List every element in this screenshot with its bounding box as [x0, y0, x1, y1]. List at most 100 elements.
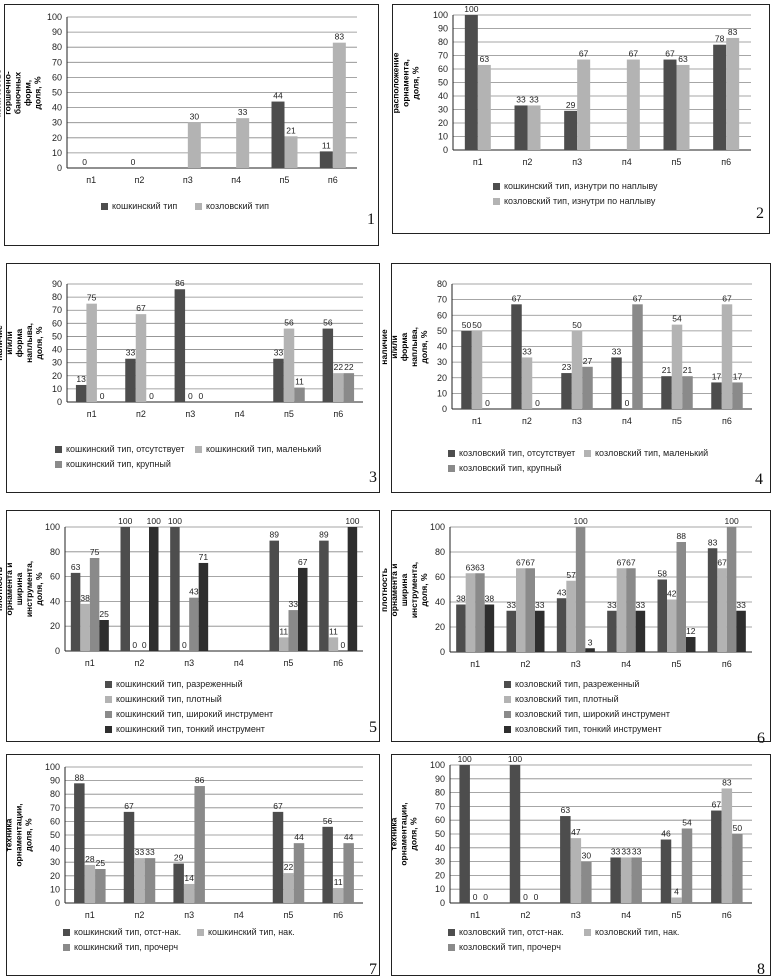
- x-tick-label: п6: [328, 175, 338, 185]
- bar: [732, 834, 743, 903]
- x-tick-label: п2: [522, 416, 532, 426]
- legend-item: козловский тип, тонкий инструмент: [504, 724, 662, 734]
- data-label: 100: [573, 516, 587, 526]
- x-tick-label: п5: [284, 409, 294, 419]
- bar: [70, 572, 81, 651]
- bar: [626, 59, 640, 150]
- bar: [577, 59, 591, 150]
- bar: [273, 358, 284, 402]
- bar: [464, 15, 478, 150]
- chart-panel-3: 0 10 20 30 40 50 60 70 80 90 п1 13 75 0 п2 33 67 0 п3 86 0 0 п…: [0, 263, 380, 493]
- legend-label: козловский тип: [206, 201, 270, 211]
- panel-number: 1: [367, 211, 375, 228]
- bar: [556, 598, 567, 652]
- data-label: 33: [612, 346, 622, 356]
- y-tick-label: 40: [50, 844, 60, 854]
- bar: [484, 604, 495, 652]
- y-tick-label: 60: [52, 318, 62, 328]
- y-tick-label: 30: [435, 857, 445, 867]
- bar: [667, 599, 677, 652]
- y-tick-label: 0: [443, 145, 448, 155]
- data-label: 0: [535, 398, 540, 408]
- legend-item: кошкинский тип, разреженный: [105, 679, 243, 689]
- x-tick-label: п2: [135, 658, 145, 668]
- y-tick-label: 50: [438, 78, 448, 88]
- x-tick-label: п5: [672, 659, 682, 669]
- legend-swatch: [55, 460, 62, 468]
- data-label: 4: [674, 886, 679, 896]
- legend-item: козловский тип, маленький: [584, 448, 708, 458]
- data-label: 100: [464, 5, 478, 14]
- x-tick-label: п5: [280, 175, 290, 185]
- y-tick-label: 80: [435, 547, 445, 557]
- y-axis-label: плотность орнамента и ширина инструмента…: [379, 527, 429, 652]
- x-tick-label: п6: [722, 910, 732, 920]
- bar: [564, 110, 578, 150]
- data-label: 21: [286, 125, 296, 135]
- legend-label: козловский тип, отст-нак.: [459, 927, 564, 937]
- y-tick-label: 90: [50, 776, 60, 786]
- x-tick-label: п5: [284, 910, 294, 920]
- y-tick-label: 40: [435, 597, 445, 607]
- legend-label: кошкинский тип, прочерч: [74, 942, 179, 952]
- data-label: 67: [626, 557, 636, 567]
- bar: [616, 568, 627, 652]
- y-tick-label: 70: [438, 51, 448, 61]
- data-label: 67: [722, 293, 732, 303]
- legend-swatch: [105, 725, 112, 733]
- data-label: 23: [562, 362, 572, 372]
- y-tick-label: 20: [50, 621, 60, 631]
- bar: [521, 357, 533, 409]
- legend-label: козловский тип, маленький: [595, 448, 709, 458]
- bar: [721, 788, 733, 903]
- data-label: 33: [611, 846, 621, 856]
- y-tick-label: 70: [435, 801, 445, 811]
- data-label: 33: [736, 600, 746, 610]
- x-tick-label: п3: [571, 659, 581, 669]
- y-tick-label: 50: [435, 829, 445, 839]
- x-tick-label: п2: [135, 910, 145, 920]
- legend-item: козловский тип, широкий инструмент: [504, 709, 670, 719]
- bar: [525, 568, 535, 652]
- y-tick-label: 20: [435, 622, 445, 632]
- y-tick-label: 0: [55, 898, 60, 908]
- y-tick-label: 30: [52, 118, 62, 128]
- data-label: 28: [85, 854, 95, 864]
- x-tick-label: п4: [231, 175, 241, 185]
- data-label: 83: [728, 27, 738, 37]
- y-tick-label: 100: [45, 762, 60, 772]
- y-tick-label: 80: [52, 42, 62, 52]
- y-tick-label: 100: [430, 522, 445, 532]
- bar: [671, 324, 683, 409]
- data-label: 57: [566, 570, 576, 580]
- bar: [125, 358, 136, 402]
- bar: [99, 620, 109, 651]
- legend-swatch: [105, 680, 112, 688]
- data-label: 0: [131, 157, 136, 167]
- y-tick-label: 0: [440, 898, 445, 908]
- legend-swatch: [101, 202, 108, 210]
- bar: [635, 610, 646, 652]
- chart-svg-7: 0 10 20 30 40 50 60 70 80 90 100 п1 88 28 25 п2 67 33 33 п3…: [45, 762, 363, 920]
- data-label: 25: [99, 609, 109, 619]
- x-tick-label: п4: [234, 910, 244, 920]
- y-tick-label: 100: [433, 10, 448, 20]
- x-tick-label: п4: [621, 659, 631, 669]
- legend-item: кошкинский тип, тонкий инструмент: [105, 724, 265, 734]
- bar: [89, 558, 100, 651]
- data-label: 67: [298, 557, 308, 567]
- y-tick-label: 50: [52, 331, 62, 341]
- data-label: 0: [341, 640, 346, 650]
- y-tick-label: 70: [52, 305, 62, 315]
- legend-label: кошкинский тип: [112, 201, 178, 211]
- y-tick-label: 100: [47, 12, 62, 22]
- data-label: 83: [708, 537, 718, 547]
- data-label: 0: [142, 640, 147, 650]
- legend-swatch: [448, 464, 455, 472]
- data-label: 50: [462, 320, 472, 330]
- data-label: 67: [665, 49, 675, 59]
- legend-swatch: [448, 449, 455, 457]
- legend-label: кошкинский тип, тонкий инструмент: [116, 724, 265, 734]
- x-tick-label: п1: [470, 910, 480, 920]
